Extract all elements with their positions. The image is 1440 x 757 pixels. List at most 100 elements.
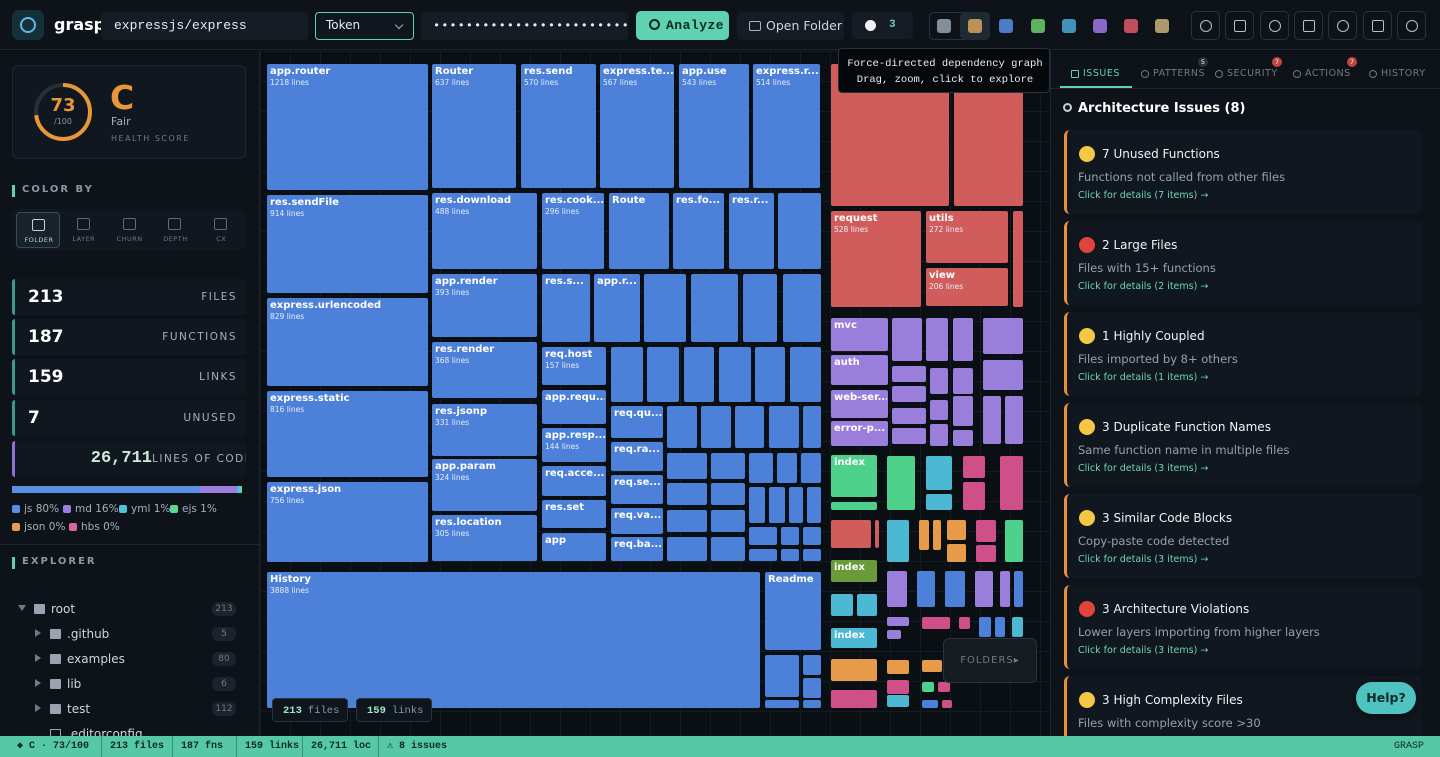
treemap-node[interactable]: req.ba... bbox=[611, 537, 663, 561]
issue-link[interactable]: Click for details (7 items) → bbox=[1078, 190, 1209, 201]
view-icon[interactable] bbox=[1124, 19, 1139, 33]
treemap-node[interactable]: res.send 570 lines bbox=[521, 64, 596, 188]
treemap-cell[interactable] bbox=[963, 456, 985, 478]
view-icon[interactable] bbox=[968, 19, 983, 33]
treemap-cell[interactable] bbox=[803, 406, 821, 448]
tab[interactable]: ACTIONS bbox=[1292, 64, 1368, 84]
treemap-node[interactable]: express.static 816 lines bbox=[267, 391, 428, 477]
treemap-cell[interactable] bbox=[975, 571, 993, 607]
treemap-node[interactable]: res.s... bbox=[542, 274, 590, 342]
color-by-option[interactable]: CHURN bbox=[108, 212, 152, 248]
treemap-cell[interactable] bbox=[667, 406, 697, 448]
treemap-cell[interactable] bbox=[887, 680, 909, 694]
treemap-cell[interactable] bbox=[983, 318, 1023, 354]
treemap-cell[interactable] bbox=[953, 396, 973, 426]
treemap-cell[interactable] bbox=[831, 690, 877, 708]
treemap-cell[interactable] bbox=[691, 274, 738, 342]
issue-card[interactable]: 3 Similar Code Blocks Copy-paste code det… bbox=[1064, 494, 1422, 578]
treemap-cell[interactable] bbox=[789, 487, 803, 523]
treemap-cell[interactable] bbox=[963, 482, 985, 510]
treemap-cell[interactable] bbox=[917, 571, 935, 607]
treemap-node[interactable]: app.use 543 lines bbox=[679, 64, 749, 188]
treemap-node[interactable]: res.cook... 296 lines bbox=[542, 193, 604, 269]
count-badge[interactable]: 3 bbox=[852, 12, 913, 39]
treemap-cell[interactable] bbox=[790, 347, 821, 402]
treemap-node[interactable]: res.render 368 lines bbox=[432, 342, 537, 398]
treemap-cell[interactable] bbox=[644, 274, 686, 342]
treemap-cell[interactable] bbox=[979, 617, 991, 637]
treemap-cell[interactable] bbox=[807, 487, 821, 523]
treemap-node[interactable]: Readme bbox=[765, 572, 821, 650]
treemap-cell[interactable] bbox=[765, 700, 799, 708]
treemap-cell[interactable] bbox=[922, 700, 938, 708]
treemap-cell[interactable] bbox=[781, 527, 799, 545]
treemap-cell[interactable] bbox=[735, 406, 764, 448]
issue-card[interactable]: 1 Highly Coupled Files imported by 8+ oth… bbox=[1064, 312, 1422, 396]
treemap-cell[interactable] bbox=[919, 520, 929, 550]
treemap-cell[interactable] bbox=[755, 347, 785, 402]
treemap-cell[interactable] bbox=[1013, 211, 1023, 307]
treemap-cell[interactable] bbox=[749, 453, 773, 483]
tab[interactable]: HISTORY bbox=[1368, 64, 1440, 84]
treemap-cell[interactable] bbox=[831, 520, 871, 548]
treemap-cell[interactable] bbox=[887, 695, 909, 707]
toolbar-button[interactable] bbox=[1396, 11, 1426, 40]
treemap-cell[interactable] bbox=[887, 520, 909, 562]
tree-item[interactable]: test 112 bbox=[12, 700, 248, 718]
token-select[interactable]: Token bbox=[315, 12, 414, 40]
treemap-cell[interactable] bbox=[803, 655, 821, 675]
treemap-cell[interactable] bbox=[857, 594, 877, 616]
issue-card[interactable]: 2 Large Files Files with 15+ functions Cli… bbox=[1064, 221, 1422, 305]
treemap-cell[interactable] bbox=[933, 520, 941, 550]
color-by-option[interactable]: CX bbox=[199, 212, 243, 248]
tab[interactable]: SECURITY bbox=[1214, 64, 1290, 84]
treemap-cell[interactable] bbox=[976, 520, 996, 542]
treemap-node[interactable]: app.resp... 144 lines bbox=[542, 428, 606, 462]
treemap-node[interactable]: app bbox=[542, 533, 606, 561]
analyze-button[interactable]: Analyze bbox=[636, 11, 729, 40]
treemap-cell[interactable] bbox=[831, 502, 877, 510]
treemap-node[interactable]: req.ra... bbox=[611, 442, 663, 471]
treemap-cell[interactable] bbox=[930, 368, 948, 394]
treemap-node[interactable]: Route bbox=[609, 193, 669, 269]
issue-card[interactable]: 7 Unused Functions Functions not called f… bbox=[1064, 130, 1422, 214]
treemap-node[interactable]: app.requ... bbox=[542, 390, 606, 424]
treemap-cell[interactable] bbox=[711, 537, 745, 561]
treemap-cell[interactable] bbox=[749, 527, 777, 545]
treemap-cell[interactable] bbox=[930, 424, 948, 446]
treemap-cell[interactable] bbox=[947, 520, 966, 540]
issue-link[interactable]: Click for details (1 items) → bbox=[1078, 372, 1209, 383]
repo-input[interactable]: expressjs/express bbox=[101, 12, 308, 40]
treemap-node[interactable]: app.r... bbox=[594, 274, 640, 342]
treemap-cell[interactable] bbox=[769, 406, 799, 448]
treemap-cell[interactable] bbox=[711, 483, 745, 505]
color-by-option[interactable]: DEPTH bbox=[153, 212, 197, 248]
treemap-cell[interactable] bbox=[892, 386, 926, 402]
treemap-cell[interactable] bbox=[942, 700, 952, 708]
treemap-node[interactable]: res.location 305 lines bbox=[432, 515, 537, 561]
treemap-cell[interactable] bbox=[783, 274, 821, 342]
treemap-node[interactable]: express.r... 514 lines bbox=[753, 64, 820, 188]
treemap-node[interactable]: index bbox=[831, 628, 877, 648]
treemap-cell[interactable] bbox=[667, 537, 707, 561]
treemap-node[interactable]: index bbox=[831, 455, 877, 497]
treemap-node[interactable]: mvc bbox=[831, 318, 888, 351]
treemap-node[interactable]: express.json 756 lines bbox=[267, 482, 428, 562]
treemap-cell[interactable] bbox=[803, 700, 821, 708]
color-by-option[interactable]: FOLDER bbox=[16, 212, 60, 248]
treemap-cell[interactable] bbox=[887, 456, 915, 510]
treemap-node[interactable]: utils 272 lines bbox=[926, 211, 1008, 263]
treemap-node[interactable]: res.download 488 lines bbox=[432, 193, 537, 269]
treemap-node[interactable]: app.router 1218 lines bbox=[267, 64, 428, 190]
treemap-cell[interactable] bbox=[831, 659, 877, 681]
treemap-node[interactable]: request 528 lines bbox=[831, 211, 921, 307]
treemap-cell[interactable] bbox=[953, 368, 973, 394]
issue-link[interactable]: Click for details (3 items) → bbox=[1078, 554, 1209, 565]
treemap-cell[interactable] bbox=[1014, 571, 1023, 607]
treemap-cell[interactable] bbox=[743, 274, 777, 342]
treemap-cell[interactable] bbox=[684, 347, 714, 402]
treemap-cell[interactable] bbox=[667, 510, 707, 532]
treemap-cell[interactable] bbox=[983, 396, 1001, 444]
treemap-cell[interactable] bbox=[959, 617, 970, 629]
treemap-cell[interactable] bbox=[930, 400, 948, 420]
